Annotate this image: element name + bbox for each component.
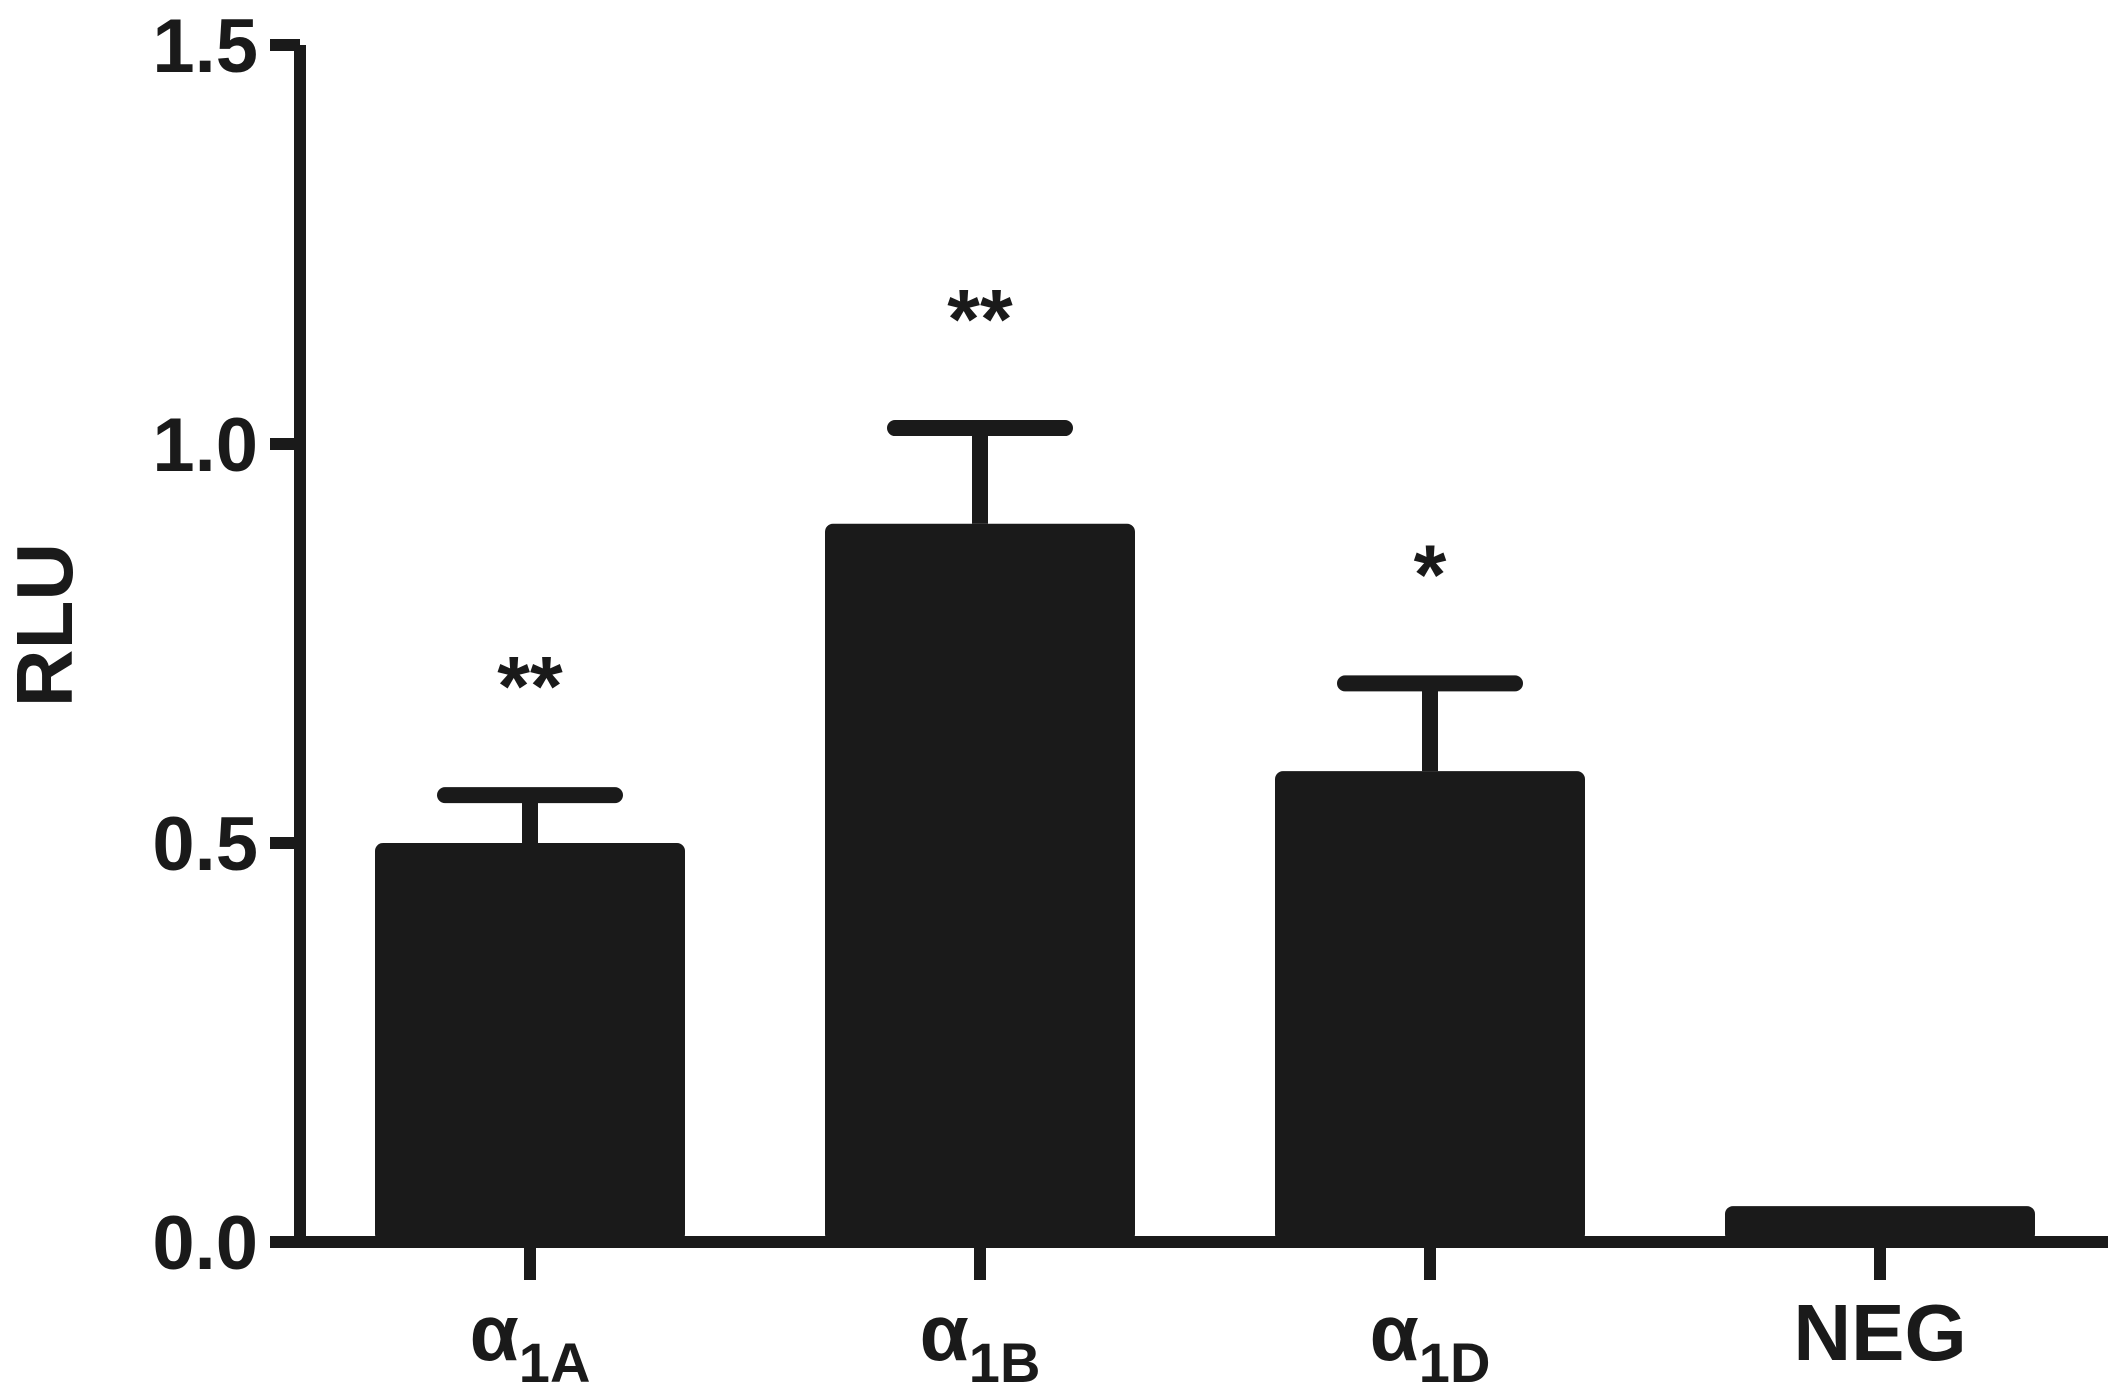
significance-label-1: ** <box>947 272 1013 366</box>
y-tick-label-0: 0.0 <box>152 1201 258 1286</box>
significance-label-0: ** <box>497 639 563 733</box>
y-tick-label-1: 0.5 <box>152 802 258 887</box>
bar-3 <box>1725 1206 2035 1242</box>
labels-layer: α1A α1B α1D NEG 0.0 0.5 1.0 1.5 <box>152 4 1966 1394</box>
x-tick-label-2: α1D <box>1370 1288 1491 1394</box>
significance-label-2: * <box>1414 527 1447 621</box>
y-tick-label-2: 1.0 <box>152 403 258 488</box>
y-axis-title: RLU <box>0 543 89 707</box>
y-tick-label-3: 1.5 <box>152 4 258 89</box>
bar-1 <box>825 523 1135 1242</box>
x-tick-label-3: NEG <box>1793 1288 1966 1377</box>
bars-layer <box>375 523 2035 1242</box>
bar-2 <box>1275 771 1585 1242</box>
axes-layer <box>270 39 2108 1280</box>
significance-layer: ***** <box>497 272 1446 733</box>
error-bars-layer <box>437 420 1523 843</box>
x-tick-label-0: α1A <box>470 1288 591 1394</box>
bar-0 <box>375 843 685 1242</box>
x-tick-label-1: α1B <box>920 1288 1041 1394</box>
